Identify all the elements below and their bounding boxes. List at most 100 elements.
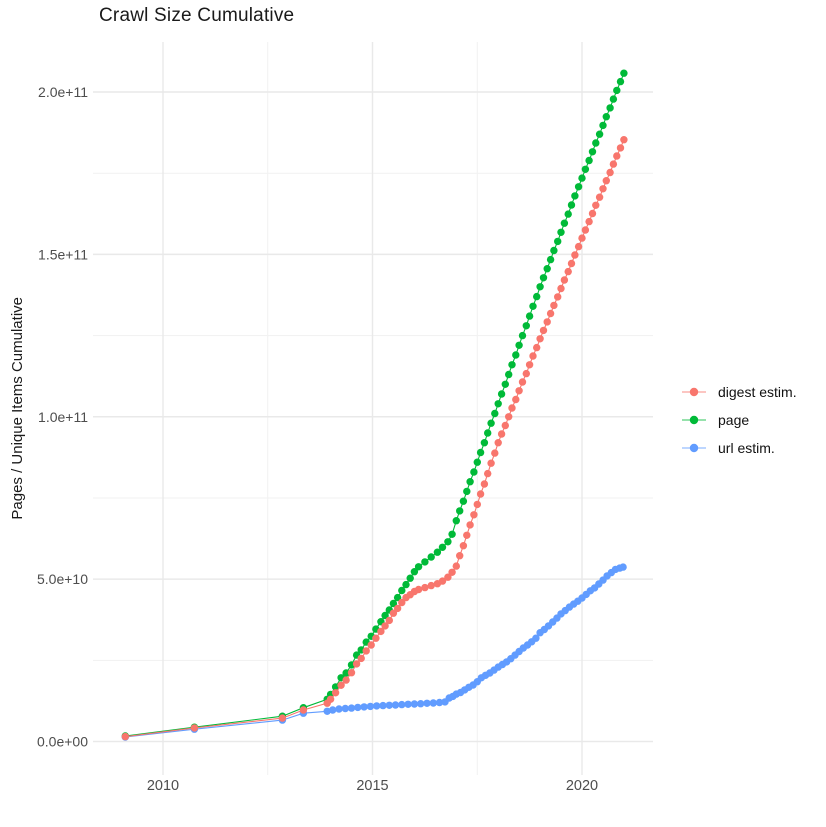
data-point <box>470 468 478 476</box>
data-point <box>554 237 562 246</box>
legend: digest estim. page url estim. <box>681 378 797 462</box>
data-point <box>560 276 569 284</box>
data-point <box>373 702 381 710</box>
data-point <box>391 701 400 709</box>
data-point <box>525 361 534 369</box>
y-tick-label: 5.0e+10 <box>37 571 88 587</box>
data-point <box>505 413 513 421</box>
data-point <box>414 563 423 571</box>
data-point <box>357 654 365 663</box>
data-point <box>592 139 600 147</box>
data-point <box>466 478 474 486</box>
series-page <box>121 69 628 740</box>
chart-title: Crawl Size Cumulative <box>99 5 295 26</box>
data-point <box>438 543 447 551</box>
data-point <box>546 255 555 264</box>
data-point <box>379 701 387 710</box>
y-axis-label: Pages / Unique Items Cumulative <box>8 297 26 520</box>
data-point <box>567 259 576 268</box>
series-url-estim <box>121 563 627 741</box>
data-point <box>613 86 621 95</box>
data-point <box>473 458 481 466</box>
data-point <box>417 700 425 708</box>
data-point <box>588 148 597 156</box>
data-point <box>581 165 590 173</box>
data-point <box>438 577 447 585</box>
data-point <box>476 490 485 498</box>
legend-key-glyph <box>682 415 706 425</box>
data-point <box>543 265 551 273</box>
data-point <box>444 538 452 546</box>
data-point <box>616 144 625 152</box>
legend-item-page: page <box>681 406 797 434</box>
data-point <box>352 660 361 668</box>
data-point <box>342 676 350 684</box>
data-point <box>532 634 540 642</box>
data-point <box>491 449 499 457</box>
data-point <box>564 210 572 218</box>
gridlines-major <box>93 42 653 775</box>
data-point <box>557 228 565 236</box>
legend-item-digest-estim: digest estim. <box>681 378 797 406</box>
series-line <box>125 566 624 738</box>
data-point <box>620 69 628 77</box>
data-point <box>560 219 569 227</box>
data-point <box>389 599 398 608</box>
data-point <box>433 548 442 556</box>
data-point <box>463 531 471 539</box>
data-point <box>491 409 499 418</box>
data-point <box>414 585 423 594</box>
data-point <box>190 724 199 732</box>
data-point <box>574 242 583 251</box>
data-point <box>410 700 419 708</box>
data-point <box>427 553 435 561</box>
data-point <box>595 193 604 201</box>
data-point <box>484 469 492 478</box>
y-tick-label: 0.0e+00 <box>37 734 88 750</box>
data-point <box>398 700 406 709</box>
data-point <box>393 604 402 613</box>
data-point <box>347 704 356 712</box>
data-point <box>452 562 460 570</box>
data-point <box>599 185 607 193</box>
y-axis-ticks: 0.0e+00 5.0e+10 1.0e+11 1.5e+11 2.0e+11 <box>37 84 88 750</box>
data-point <box>299 706 308 714</box>
data-point <box>494 439 502 447</box>
data-point <box>574 183 583 191</box>
data-point <box>539 274 548 282</box>
legend-key-glyph <box>682 387 706 397</box>
data-point <box>518 378 527 386</box>
data-point <box>546 309 555 318</box>
y-tick-label: 1.0e+11 <box>38 409 88 425</box>
data-point <box>278 714 287 722</box>
legend-label: url estim. <box>718 440 775 456</box>
data-point <box>385 701 393 709</box>
data-point <box>372 634 380 642</box>
data-point <box>539 326 548 335</box>
data-point <box>389 609 398 617</box>
data-point <box>444 573 452 581</box>
data-point <box>515 341 523 349</box>
data-point <box>543 318 551 326</box>
data-point <box>602 113 610 121</box>
data-point <box>515 387 523 395</box>
data-point <box>564 267 572 276</box>
data-point <box>567 201 576 209</box>
data-point <box>335 705 343 713</box>
data-point <box>512 351 520 359</box>
data-point <box>463 487 471 496</box>
data-point <box>602 177 610 185</box>
data-point <box>423 699 431 707</box>
data-point <box>619 563 627 571</box>
data-point <box>329 706 337 714</box>
data-point <box>381 622 389 630</box>
data-point <box>326 695 335 703</box>
data-point <box>484 429 492 437</box>
data-point <box>366 702 375 711</box>
data-point <box>360 703 368 711</box>
data-point <box>571 192 579 200</box>
data-point <box>456 507 464 515</box>
data-point <box>427 581 435 590</box>
data-point <box>522 322 530 330</box>
data-point <box>550 246 558 255</box>
